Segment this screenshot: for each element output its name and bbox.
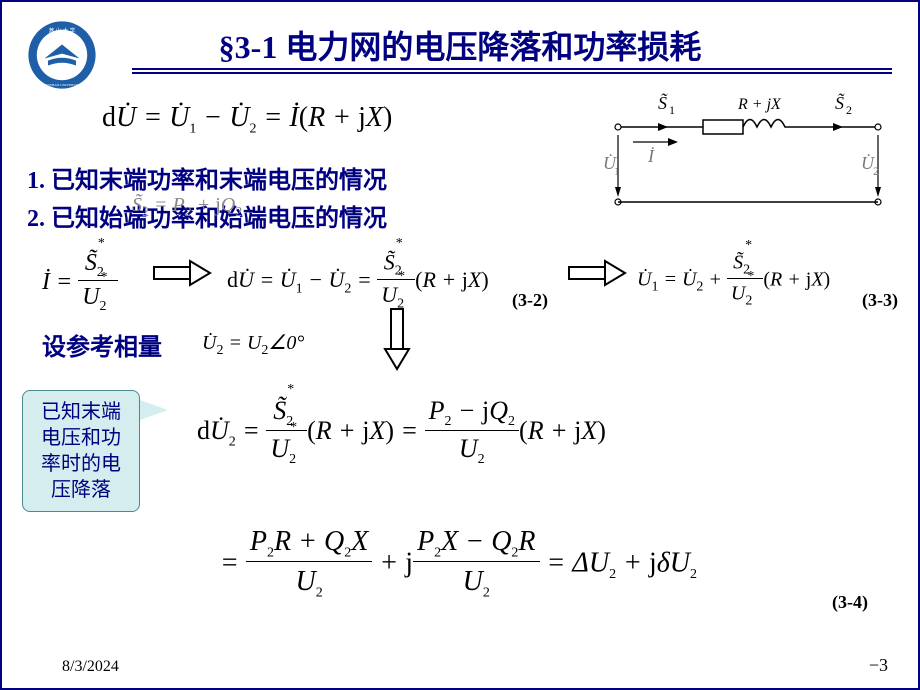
slide-date: 8/3/2024 xyxy=(62,658,119,676)
overlay-s2: S̃2 = P2 + jQ2 xyxy=(132,194,242,221)
case-1: 1. 已知末端功率和末端电压的情况 xyxy=(27,160,387,195)
page-number: −3 xyxy=(869,655,888,676)
callout-pointer xyxy=(140,400,168,420)
svg-text:İ: İ xyxy=(647,146,655,166)
eq-3-2: dU̇ = U̇1 − U̇2 = S̃2*U2*(R + jX) xyxy=(227,250,489,314)
svg-text:YANSHAN UNIVERSITY: YANSHAN UNIVERSITY xyxy=(43,83,82,87)
eq-3-3: U̇1 = U̇2 + S̃2*U2*(R + jX) xyxy=(637,250,830,311)
eq-main-1: dU̇2 = S̃2*U2*(R + jX) = P2 − jQ2U2(R + … xyxy=(197,397,606,469)
callout-text: 已知末端电压和功率时的电压降落 xyxy=(41,401,121,501)
arrow-right-1 xyxy=(152,258,212,288)
eqnum-3-4: (3-4) xyxy=(832,592,868,613)
circuit-diagram: S̃ 1 R + jX S̃ 2 U̇ 1 U̇ 2 İ xyxy=(603,87,893,217)
ref-phasor-label: 设参考相量 xyxy=(42,327,162,362)
callout-box: 已知末端电压和功率时的电压降落 xyxy=(22,390,140,512)
svg-text:S̃: S̃ xyxy=(835,93,845,113)
svg-text:1: 1 xyxy=(614,164,620,178)
title-underline xyxy=(132,68,892,74)
eq-top: dU̇ = U̇1 − U̇2 = İ(R + jX) xyxy=(102,102,392,138)
svg-text:1: 1 xyxy=(669,103,675,117)
arrow-down xyxy=(382,307,412,372)
eqnum-3-3: (3-3) xyxy=(862,290,898,311)
arrow-right-2 xyxy=(567,258,627,288)
svg-text:2: 2 xyxy=(873,164,879,178)
svg-text:2: 2 xyxy=(846,103,852,117)
eq-main-2: = P2R + Q2XU2 + jP2X − Q2RU2 = ΔU2 + jδU… xyxy=(220,527,697,603)
eqnum-3-2: (3-2) xyxy=(512,290,548,311)
svg-text:S̃: S̃ xyxy=(658,93,668,113)
ref-phasor-eq: U̇2 = U2∠0° xyxy=(202,330,304,359)
svg-text:R + jX: R + jX xyxy=(737,96,782,113)
slide-title: §3-1 电力网的电压降落和功率损耗 xyxy=(2,22,918,68)
eq-current: İ = S̃2*U2* xyxy=(42,250,118,317)
